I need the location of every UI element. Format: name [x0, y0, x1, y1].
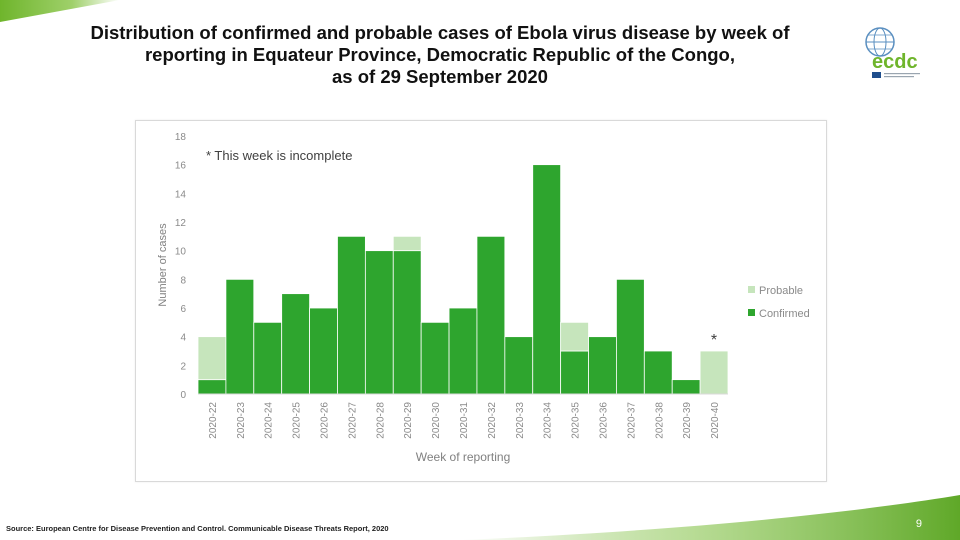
bar-confirmed [643, 350, 673, 395]
chart-annotation: * This week is incomplete [206, 148, 352, 163]
x-tick-label: 2020-24 [264, 402, 275, 439]
bar-confirmed [588, 336, 617, 395]
title-line-3: as of 29 September 2020 [332, 66, 548, 87]
x-tick-label: 2020-34 [543, 402, 554, 439]
y-tick-label: 16 [175, 161, 187, 172]
y-tick-label: 0 [180, 390, 186, 401]
bar-probable [392, 235, 422, 252]
bar-probable [699, 350, 729, 395]
top-accent-decoration [0, 0, 120, 22]
bar-confirmed [392, 250, 422, 395]
x-tick-label: 2020-37 [626, 402, 637, 439]
title-line-1: Distribution of confirmed and probable c… [90, 22, 790, 43]
y-tick-label: 12 [175, 218, 187, 229]
x-tick-label: 2020-35 [571, 402, 582, 439]
legend-label: Probable [759, 285, 803, 297]
logo-subtext-line [884, 76, 914, 78]
eu-flag-icon [872, 72, 881, 78]
x-tick-label: 2020-22 [208, 402, 219, 439]
globe-icon [865, 27, 895, 57]
bar-confirmed [560, 350, 589, 395]
slide-title: Distribution of confirmed and probable c… [30, 22, 850, 88]
x-tick-label: 2020-27 [347, 402, 358, 439]
y-tick-label: 10 [175, 247, 187, 258]
y-tick-label: 2 [180, 361, 186, 372]
x-tick-label: 2020-26 [320, 402, 331, 439]
x-tick-label: 2020-23 [236, 402, 247, 439]
bar-confirmed [671, 379, 701, 395]
x-tick-label: 2020-33 [515, 402, 526, 439]
x-axis-label: Week of reporting [416, 450, 511, 464]
bar-confirmed [476, 235, 506, 395]
x-tick-label: 2020-36 [598, 402, 609, 439]
x-tick-label: 2020-38 [654, 402, 665, 439]
bar-confirmed [197, 379, 227, 395]
x-tick-label: 2020-28 [375, 402, 386, 439]
x-tick-label: 2020-25 [292, 402, 303, 439]
x-tick-label: 2020-40 [710, 402, 721, 439]
bar-confirmed [616, 278, 645, 395]
bar-confirmed [448, 307, 478, 395]
logo-wordmark: ecdc [872, 51, 918, 73]
page-number: 9 [915, 518, 922, 530]
bar-confirmed [281, 293, 310, 395]
x-tick-label: 2020-30 [431, 402, 442, 439]
bar-confirmed [253, 321, 283, 395]
x-tick-label: 2020-31 [459, 402, 470, 439]
incomplete-week-marker: * [711, 332, 717, 349]
x-tick-label: 2020-39 [682, 402, 693, 439]
y-tick-label: 6 [180, 304, 186, 315]
ebola-cases-chart: 0 2 4 6 8 10 12 14 16 18 Number of cases 2020-22 202… [157, 132, 810, 464]
bar-confirmed [364, 250, 394, 395]
legend-label: Confirmed [759, 308, 810, 320]
bar-confirmed [504, 336, 534, 395]
chart-frame: 0 2 4 6 8 10 12 14 16 18 Number of cases 2020-22 202… [135, 120, 827, 482]
x-tick-label: 2020-29 [403, 402, 414, 439]
source-note: Source: European Centre for Disease Prev… [6, 524, 389, 533]
ecdc-logo: ecdc [865, 27, 920, 78]
y-tick-label: 18 [175, 132, 187, 143]
bar-confirmed [309, 307, 338, 395]
y-axis-label: Number of cases [157, 223, 169, 307]
y-tick-label: 4 [180, 333, 186, 344]
bar-confirmed [532, 164, 562, 395]
bar-probable [560, 321, 589, 352]
title-line-2: reporting in Equateur Province, Democrat… [144, 44, 735, 65]
y-tick-label: 14 [175, 189, 187, 200]
bar-confirmed [420, 321, 450, 395]
logo-subtext-line [884, 73, 920, 75]
legend-swatch [748, 309, 755, 316]
bottom-swoosh-decoration [460, 495, 960, 540]
bar-confirmed [337, 235, 366, 395]
bar-probable [197, 336, 227, 381]
legend-swatch [748, 286, 755, 293]
bar-confirmed [225, 278, 255, 395]
x-tick-label: 2020-32 [487, 402, 498, 439]
y-tick-label: 8 [180, 275, 186, 286]
